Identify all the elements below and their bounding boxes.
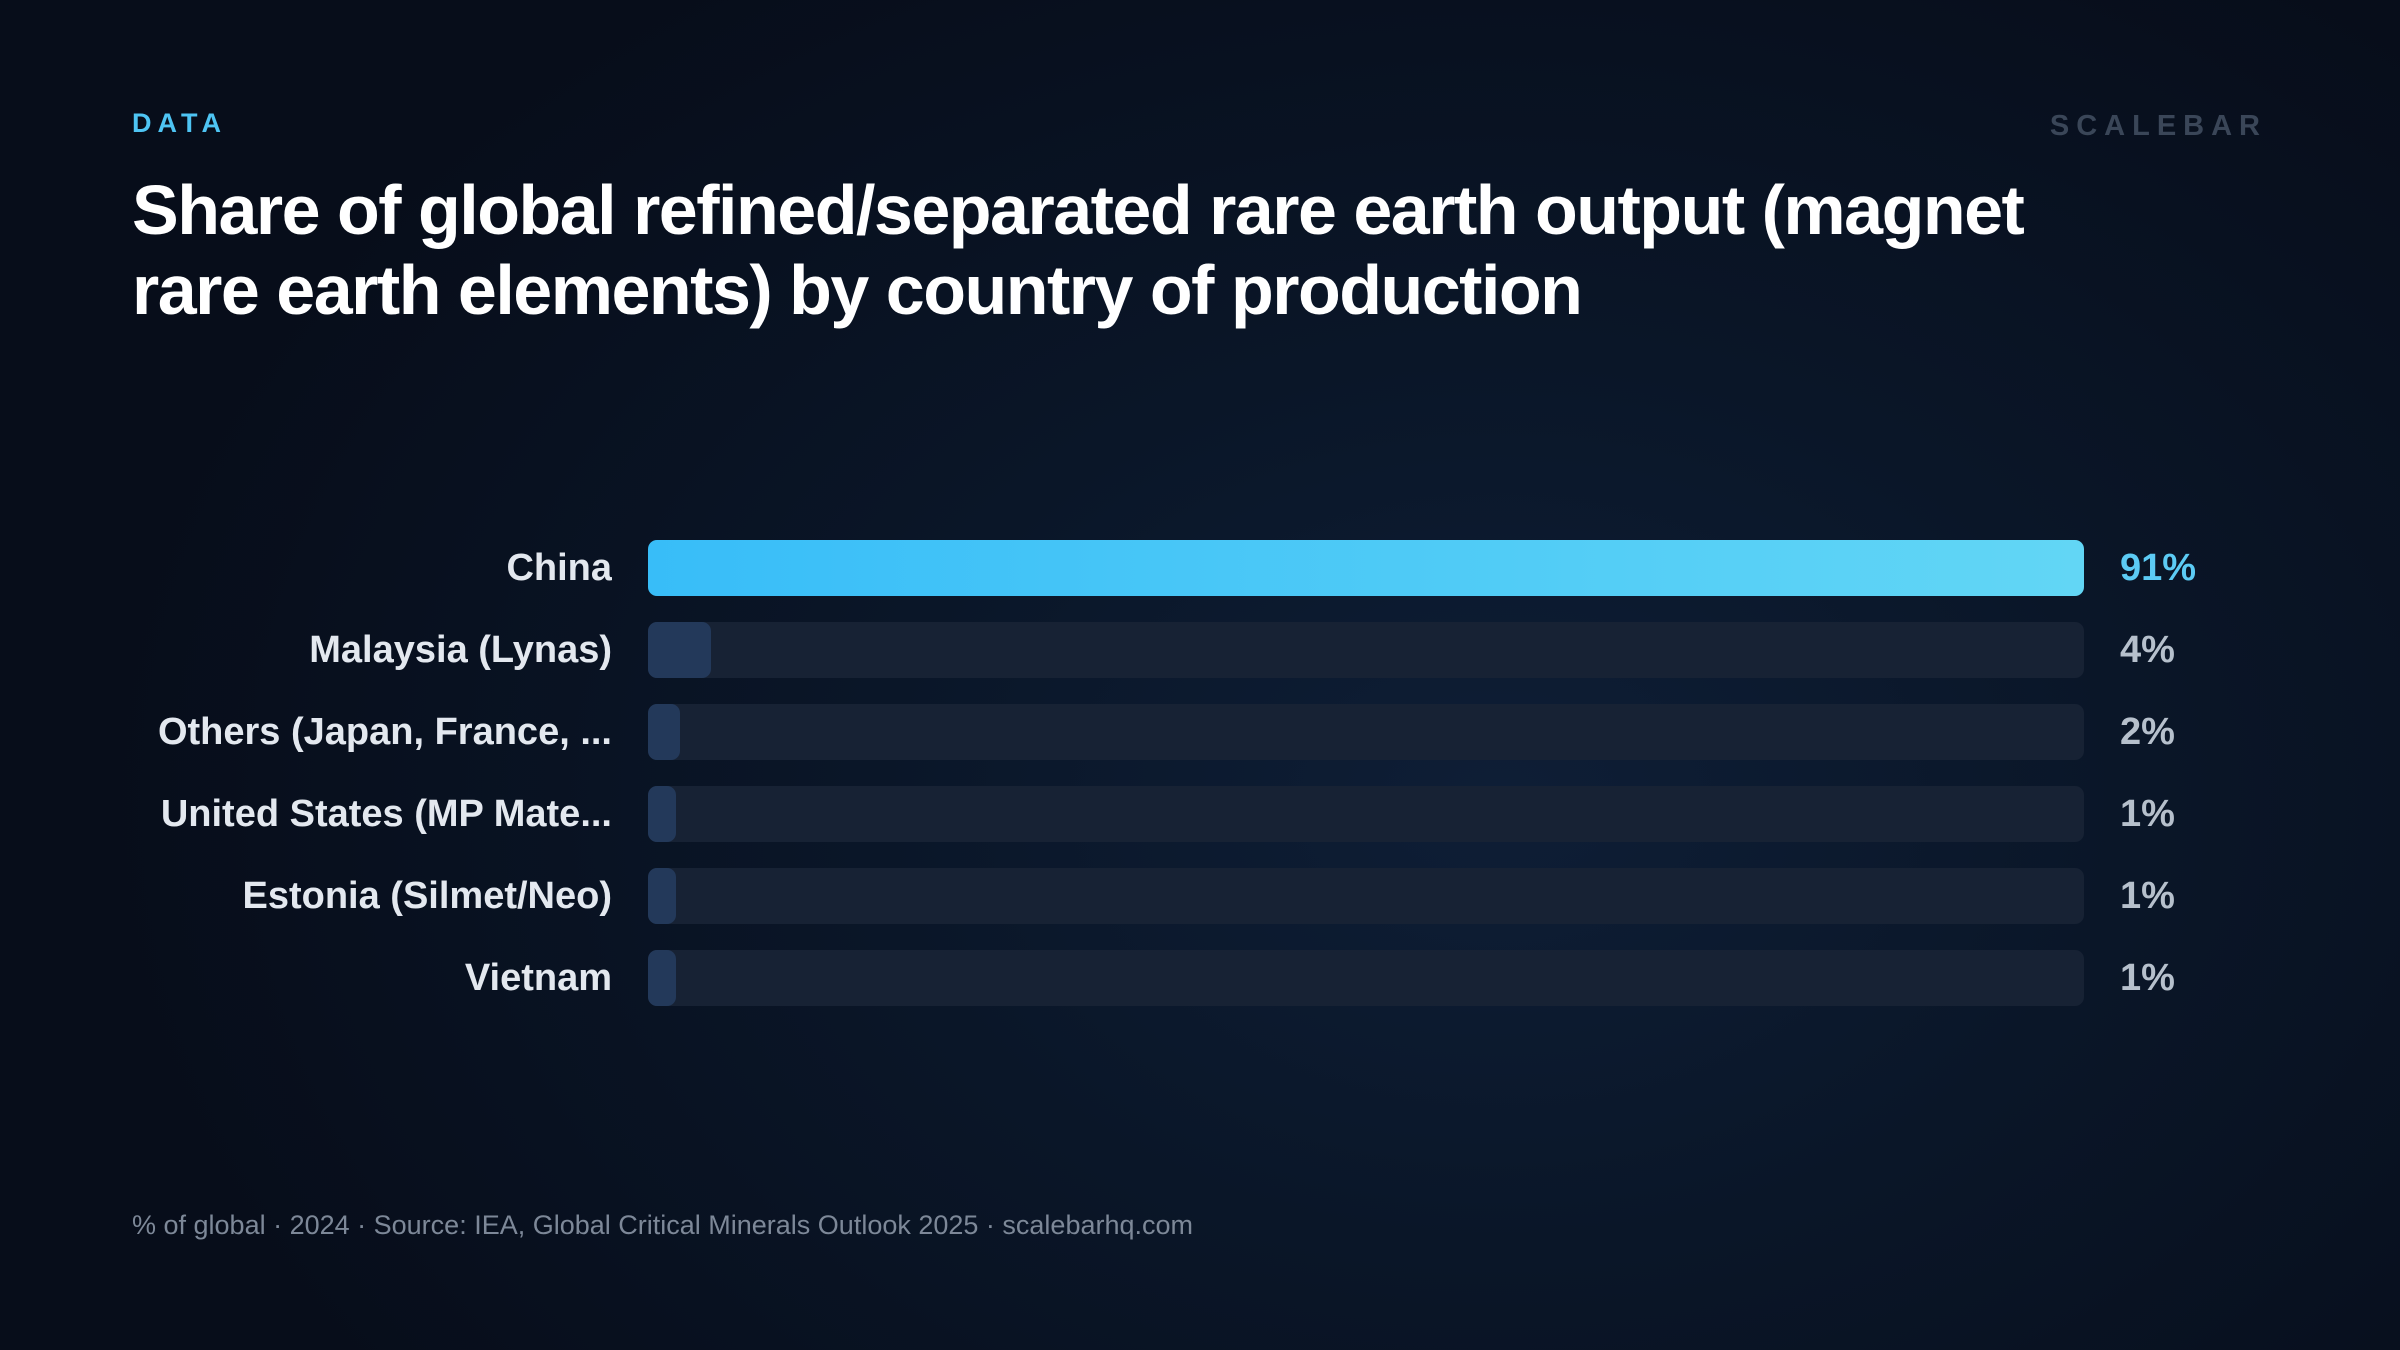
brand-logo: SCALEBAR (2049, 110, 2267, 142)
value-label: 91% (2120, 547, 2197, 589)
value-label: 1% (2120, 875, 2175, 917)
bar-row: United States (MP Mate... 1% (0, 786, 2400, 842)
bar-track (648, 868, 2084, 924)
bar (648, 540, 2084, 596)
category-label: Estonia (Silmet/Neo) (242, 875, 613, 917)
category-label: Others (Japan, France, ... (157, 711, 612, 753)
bar-row: Others (Japan, France, ... 2% (0, 704, 2400, 760)
value-label: 1% (2120, 957, 2175, 999)
source-footnote: % of global · 2024 · Source: IEA, Global… (132, 1210, 1194, 1240)
category-label: Malaysia (Lynas) (309, 629, 612, 671)
bar-row: Estonia (Silmet/Neo) 1% (0, 868, 2400, 924)
section-kicker: DATA (132, 108, 227, 138)
bar (648, 786, 676, 842)
bar-track (648, 786, 2084, 842)
category-label: Vietnam (464, 957, 612, 999)
value-label: 1% (2120, 793, 2175, 835)
bar (648, 622, 712, 678)
chart-title: Share of global refined/separated rare e… (132, 171, 2025, 329)
value-label: 4% (2120, 629, 2175, 671)
bar-row: Malaysia (Lynas) 4% (0, 622, 2400, 678)
category-label: United States (MP Mate... (160, 793, 612, 835)
bar-row: Vietnam 1% (0, 950, 2400, 1006)
category-label: China (506, 547, 612, 589)
bar-track (648, 704, 2084, 760)
bar (648, 868, 676, 924)
bar (648, 950, 676, 1006)
bar (648, 704, 680, 760)
value-label: 2% (2120, 711, 2175, 753)
bar-track (648, 622, 2084, 678)
bar-track (648, 540, 2084, 596)
bar-row: China 91% (0, 540, 2400, 596)
bar-track (648, 950, 2084, 1006)
